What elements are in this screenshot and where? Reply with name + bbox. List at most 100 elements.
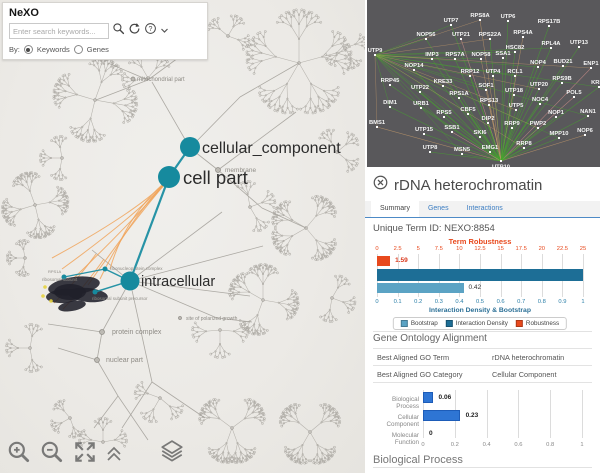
gene-node[interactable]: NOP1 [548, 110, 565, 118]
gene-node[interactable]: URB1 [413, 101, 430, 109]
gene-node[interactable]: KRE33 [434, 79, 453, 87]
term-node[interactable] [120, 271, 140, 291]
gene-node[interactable]: SOF1 [478, 83, 494, 91]
gene-node[interactable]: RPS5 [436, 110, 452, 118]
gene-node[interactable]: RRP45 [381, 78, 400, 86]
gene-node[interactable]: POL5 [566, 90, 582, 98]
gene-node[interactable]: UTP9 [368, 48, 384, 56]
term-label[interactable]: membrane [225, 167, 256, 174]
chevrons-up-icon[interactable] [105, 443, 123, 470]
layers-icon[interactable] [158, 439, 186, 470]
term-node[interactable] [92, 289, 98, 295]
tab-genes[interactable]: Genes [427, 205, 449, 212]
gene-node[interactable]: NAN1 [580, 109, 597, 117]
svg-text:RPS9B: RPS9B [552, 76, 571, 82]
term-node[interactable] [61, 274, 67, 280]
radio-keywords[interactable] [23, 45, 33, 54]
gene-node[interactable]: SKI6 [474, 130, 488, 138]
gene-node[interactable]: RPS9B [552, 76, 572, 84]
term-node[interactable] [158, 166, 180, 188]
term-label[interactable]: mitochondrial part [137, 77, 185, 83]
gene-node[interactable]: RPS13 [480, 98, 499, 106]
term-label[interactable]: site of polarized growth [186, 316, 238, 322]
gene-node[interactable]: RRP12 [461, 69, 480, 77]
fit-to-screen-icon[interactable] [72, 439, 98, 470]
gene-node[interactable]: MPP10 [549, 131, 569, 139]
radio-genes[interactable] [73, 45, 83, 54]
selected-term-label[interactable]: cellular_component [202, 140, 341, 157]
gene-node[interactable]: PWP2 [530, 121, 546, 129]
gene-node[interactable]: MSN5 [454, 147, 471, 155]
legend-item-bootstrap[interactable]: Bootstrap [400, 320, 438, 327]
gene-node[interactable]: NOP58 [471, 52, 491, 60]
chevron-down-icon[interactable] [160, 22, 169, 40]
gene-node[interactable]: UTP22 [411, 85, 429, 93]
gene-node[interactable]: NOP56 [416, 32, 436, 40]
gene-node[interactable]: UTP4 [486, 69, 502, 77]
legend-item-robustness[interactable]: Robustness [515, 320, 559, 327]
gene-node[interactable]: RPS7A [445, 52, 465, 60]
gene-node[interactable]: BMS1 [369, 120, 386, 128]
gene-node[interactable]: UTP10 [492, 160, 510, 167]
reset-icon[interactable] [128, 22, 141, 40]
gene-node[interactable]: IMP3 [425, 52, 440, 60]
gene-node[interactable]: UTP7 [444, 18, 459, 26]
gene-node[interactable]: SSB1 [444, 125, 460, 133]
gene-node[interactable]: RPL4A [541, 41, 561, 49]
gene-node[interactable]: UTP20 [530, 82, 548, 90]
interaction-network-panel[interactable]: RPS8A UTP6 UTP7 RPS17B NOP56 UTP21 RPS22A RPS4A… [367, 0, 600, 167]
gene-node[interactable]: UTP15 [415, 127, 434, 135]
term-node[interactable] [102, 266, 108, 272]
term-label[interactable]: RPS1A [48, 269, 61, 274]
gene-node[interactable]: NOP14 [404, 63, 424, 71]
gene-node[interactable]: UTP8 [423, 145, 439, 153]
gene-node[interactable]: NOP6 [577, 128, 594, 136]
search-input[interactable] [9, 23, 109, 39]
search-icon[interactable] [112, 22, 125, 40]
gene-node[interactable]: RPS1A [449, 91, 469, 99]
help-icon[interactable]: ? [144, 22, 157, 40]
gene-node[interactable]: NOC4 [532, 97, 549, 105]
gene-node[interactable]: RRP9 [504, 121, 521, 129]
selected-term-label[interactable]: cell part [183, 167, 248, 188]
selected-term-label[interactable]: intracellular [141, 274, 215, 290]
term-label[interactable]: ribonucleoprotein complex [110, 266, 163, 271]
gene-node[interactable]: RRP8 [516, 141, 533, 149]
gene-node[interactable]: RPS22A [479, 32, 502, 40]
close-icon[interactable] [373, 175, 388, 195]
zoom-in-icon[interactable] [6, 439, 32, 470]
gene-node[interactable]: DIM1 [383, 100, 398, 108]
gene-node[interactable]: RPS4A [513, 30, 533, 38]
gene-node[interactable]: NOP4 [530, 60, 547, 68]
gene-node[interactable]: SSA1 [495, 51, 511, 59]
tab-interactions[interactable]: Interactions [466, 205, 503, 212]
term-label[interactable]: ribosomal subunit precursor [92, 296, 148, 301]
term-label[interactable]: protein complex [112, 329, 162, 336]
gene-node[interactable]: UTP13 [570, 40, 589, 48]
gene-node[interactable]: UTP6 [501, 14, 517, 22]
gene-node[interactable]: DIP2 [482, 116, 495, 124]
gene-node[interactable]: RPS17B [538, 19, 561, 27]
zoom-out-icon[interactable] [39, 439, 65, 470]
svg-text:RRP12: RRP12 [461, 69, 480, 75]
gene-node[interactable]: UTP18 [505, 88, 524, 96]
gene-node[interactable]: HSC82 [506, 45, 525, 53]
gene-node[interactable]: RCL1 [507, 69, 523, 77]
term-label[interactable]: nuclear part [106, 357, 143, 364]
term-label[interactable]: ribosomal subunit [42, 277, 78, 282]
gene-node[interactable]: RPS8A [470, 13, 490, 21]
bar-value: 0.23 [465, 412, 479, 419]
gene-node[interactable]: CBF5 [460, 107, 476, 115]
tab-summary[interactable]: Summary [371, 201, 419, 217]
gene-node[interactable]: UTP5 [509, 103, 525, 111]
gene-node[interactable]: KRR1 [591, 80, 600, 88]
gene-node[interactable]: UTP21 [452, 32, 471, 40]
gene-node[interactable]: BUD21 [553, 59, 573, 67]
legend-item-interaction-density[interactable]: Interaction Density [445, 320, 508, 327]
term-node[interactable] [180, 137, 200, 157]
ontology-canvas[interactable]: mitochondrial part membrane protein comple… [0, 0, 365, 473]
gene-node[interactable]: EMG1 [482, 145, 499, 153]
gene-node[interactable]: ENP1 [583, 61, 599, 69]
svg-text:NOP4: NOP4 [530, 60, 547, 66]
